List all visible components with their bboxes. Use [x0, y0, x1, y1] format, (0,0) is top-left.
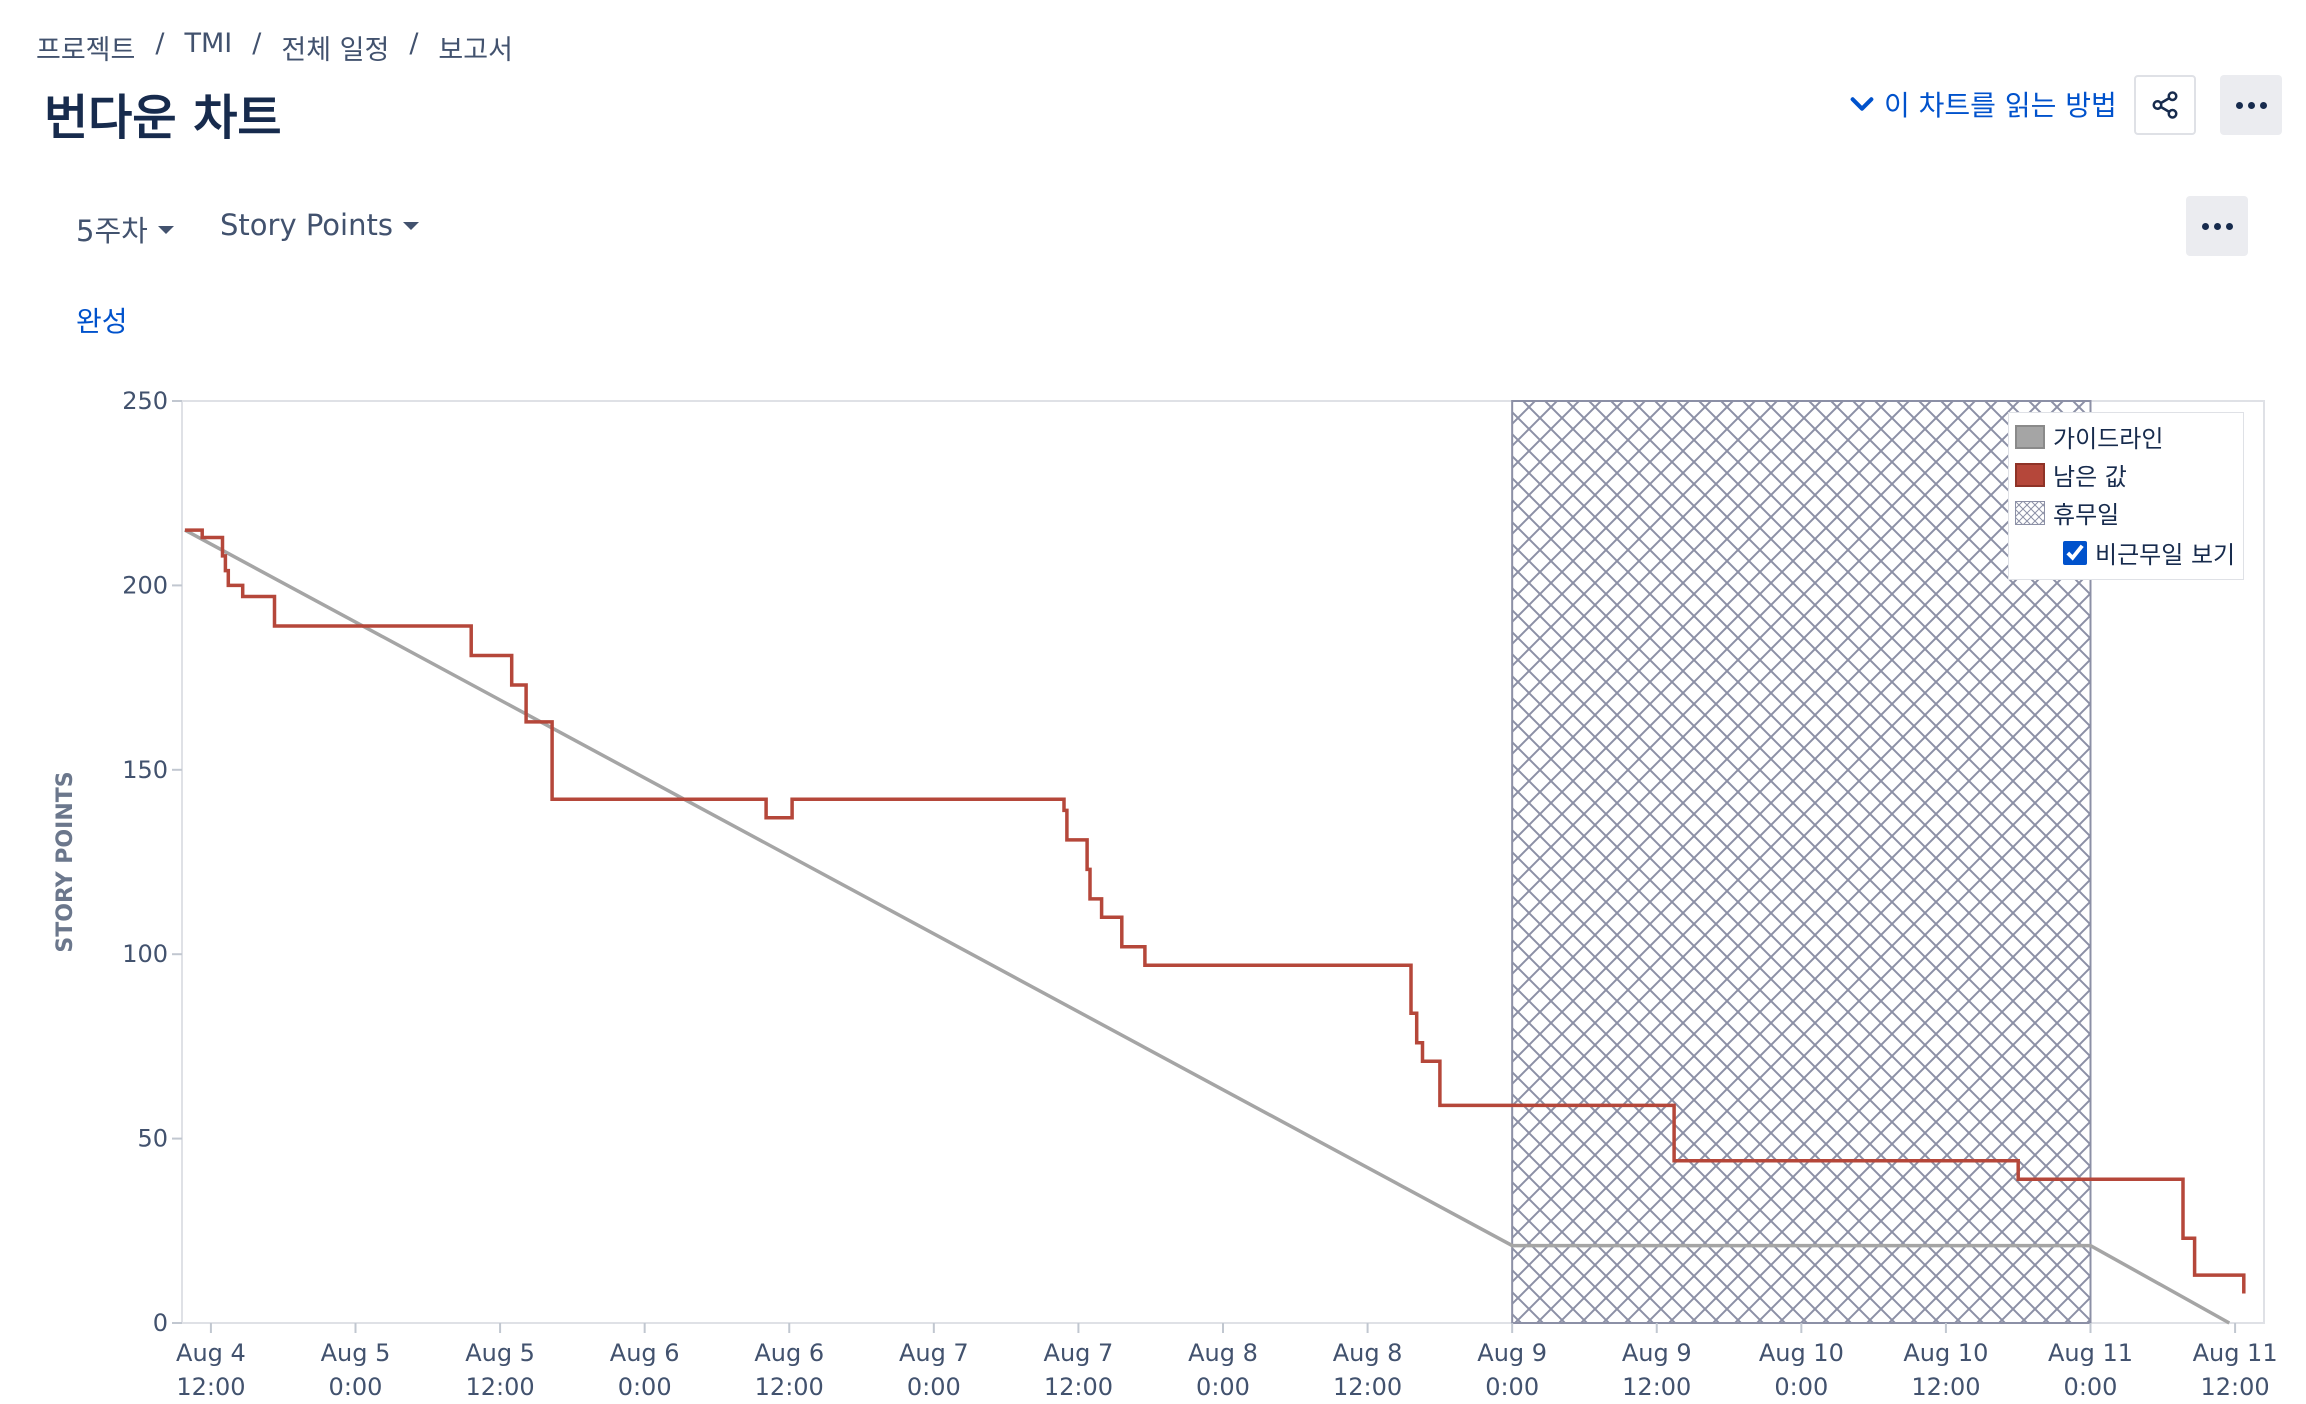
x-tick-label-date: Aug 6: [610, 1339, 680, 1367]
how-to-read-link[interactable]: 이 차트를 읽는 방법: [1848, 84, 2117, 124]
x-tick-label-time: 12:00: [465, 1373, 534, 1401]
week-dropdown[interactable]: 5주차: [76, 208, 174, 250]
breadcrumb-item-tmi[interactable]: TMI: [184, 28, 233, 59]
x-tick-label-date: Aug 5: [321, 1339, 391, 1367]
metric-dropdown-label: Story Points: [220, 208, 393, 242]
show-nonworking-label: 비근무일 보기: [2095, 541, 2236, 569]
show-nonworking-toggle[interactable]: 비근무일 보기: [2063, 535, 2235, 570]
y-tick-label: 150: [122, 756, 168, 784]
metric-dropdown[interactable]: Story Points: [220, 208, 419, 242]
share-button[interactable]: [2134, 75, 2196, 135]
x-tick-label-time: 0:00: [2064, 1373, 2118, 1401]
legend-item-guideline: 가이드라인: [2015, 419, 2163, 454]
page-title: 번다운 차트: [44, 90, 282, 146]
complete-link[interactable]: 완성: [76, 305, 128, 338]
caret-down-icon: [157, 226, 174, 234]
legend-item-remaining: 남은 값: [2015, 457, 2127, 492]
y-axis-title: STORY POINTS: [53, 771, 78, 952]
x-tick-label-date: Aug 5: [465, 1339, 535, 1367]
x-tick-label-date: Aug 11: [2193, 1339, 2278, 1367]
legend-label-guideline: 가이드라인: [2053, 425, 2164, 453]
more-icon: [2201, 222, 2233, 230]
x-tick-label-time: 0:00: [618, 1373, 672, 1401]
legend-label-holiday: 휴무일: [2053, 501, 2120, 529]
chevron-down-icon: [1850, 97, 1874, 111]
legend-item-holiday: 휴무일: [2015, 495, 2119, 530]
x-tick-label-date: Aug 4: [176, 1339, 246, 1367]
y-tick-label: 0: [153, 1309, 168, 1337]
x-tick-label-date: Aug 7: [1044, 1339, 1114, 1367]
breadcrumb-item-project[interactable]: 프로젝트: [36, 35, 136, 66]
guideline-series-line: [184, 528, 2231, 1325]
x-tick-label-date: Aug 9: [1622, 1339, 1692, 1367]
x-tick-label-time: 0:00: [907, 1373, 961, 1401]
legend-swatch-holiday: [2015, 500, 2045, 525]
x-tick-label-time: 0:00: [329, 1373, 383, 1401]
more-actions-button[interactable]: [2220, 75, 2282, 135]
show-nonworking-checkbox[interactable]: [2063, 540, 2087, 565]
breadcrumb-item-reports[interactable]: 보고서: [438, 35, 513, 66]
legend-swatch-remaining: [2015, 462, 2045, 487]
breadcrumb-item-schedule[interactable]: 전체 일정: [281, 35, 390, 66]
x-tick-label-time: 0:00: [1485, 1373, 1539, 1401]
breadcrumb: 프로젝트 / TMI / 전체 일정 / 보고서: [36, 28, 513, 67]
x-tick-label-time: 12:00: [176, 1373, 245, 1401]
holiday-band: [1511, 400, 2092, 1324]
x-tick-label-time: 0:00: [1774, 1373, 1828, 1401]
breadcrumb-separator: /: [409, 28, 419, 59]
remaining-series-line: [184, 528, 2246, 1294]
more-icon: [2235, 101, 2267, 109]
x-tick-label-time: 12:00: [1333, 1373, 1402, 1401]
breadcrumb-separator: /: [155, 28, 165, 59]
y-tick-label: 200: [122, 571, 168, 599]
x-tick-label-time: 12:00: [1622, 1373, 1691, 1401]
x-tick-label-date: Aug 6: [754, 1339, 824, 1367]
x-tick-label-time: 12:00: [1044, 1373, 1113, 1401]
x-tick-label-time: 12:00: [2200, 1373, 2269, 1401]
caret-down-icon: [402, 222, 419, 230]
x-tick-label-time: 0:00: [1196, 1373, 1250, 1401]
x-tick-label-date: Aug 9: [1477, 1339, 1547, 1367]
x-tick-label-date: Aug 10: [1759, 1339, 1844, 1367]
legend-label-remaining: 남은 값: [2053, 463, 2127, 491]
week-dropdown-label: 5주차: [76, 214, 148, 248]
chart-legend: 가이드라인 남은 값 휴무일 비근무일 보기: [2008, 412, 2244, 580]
x-tick-label-time: 12:00: [1911, 1373, 1980, 1401]
x-tick-label-date: Aug 7: [899, 1339, 969, 1367]
y-tick-label: 100: [122, 940, 168, 968]
y-tick-label: 250: [122, 387, 168, 415]
legend-swatch-guideline: [2015, 424, 2045, 449]
x-tick-label-date: Aug 8: [1188, 1339, 1258, 1367]
breadcrumb-separator: /: [252, 28, 262, 59]
x-tick-label-time: 12:00: [755, 1373, 824, 1401]
share-icon: [2152, 91, 2178, 119]
burndown-chart: 0 50 100 150 200 250 Aug 4 12:00 Aug 5 0:00 Aug 5 1…: [53, 387, 2278, 1401]
x-tick-label-date: Aug 10: [1903, 1339, 1988, 1367]
how-to-read-label: 이 차트를 읽는 방법: [1884, 89, 2117, 122]
x-tick-label-date: Aug 8: [1333, 1339, 1403, 1367]
chart-more-button[interactable]: [2186, 196, 2248, 256]
x-tick-label-date: Aug 11: [2048, 1339, 2133, 1367]
y-tick-label: 50: [137, 1125, 168, 1153]
